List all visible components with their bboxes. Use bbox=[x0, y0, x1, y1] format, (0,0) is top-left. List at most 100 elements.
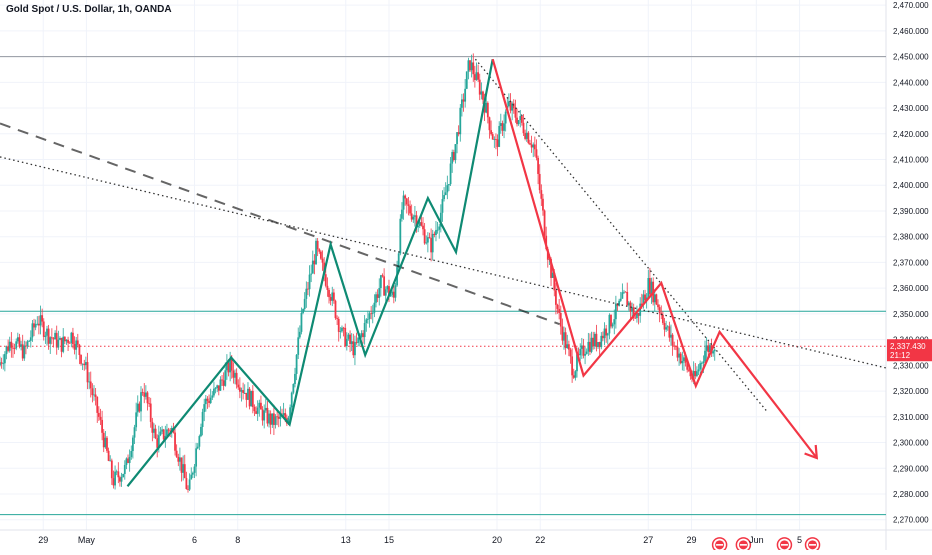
candle-body bbox=[469, 60, 471, 71]
candle-body bbox=[592, 337, 595, 347]
y-tick-label: 2,290.000 bbox=[893, 464, 929, 473]
candle-body bbox=[407, 204, 410, 206]
candle-body bbox=[550, 259, 552, 278]
candle-body bbox=[540, 190, 543, 199]
candle-body bbox=[349, 334, 351, 344]
candle-body bbox=[16, 337, 19, 342]
candle-body bbox=[99, 416, 102, 420]
x-tick-label: Jun bbox=[749, 535, 764, 545]
candle-body bbox=[101, 419, 104, 433]
candle-body bbox=[504, 111, 507, 124]
candle-body bbox=[689, 370, 692, 377]
candle-body bbox=[54, 332, 57, 340]
candle-body bbox=[618, 300, 621, 306]
candle-body bbox=[495, 139, 497, 140]
candle-body bbox=[663, 322, 666, 330]
candle-body bbox=[461, 99, 463, 108]
candle-body bbox=[585, 351, 588, 354]
y-tick-label: 2,420.000 bbox=[893, 130, 929, 139]
candle-body bbox=[561, 326, 564, 341]
candle-body bbox=[665, 327, 668, 330]
candle-body bbox=[619, 298, 622, 301]
candle-body bbox=[376, 294, 379, 298]
candle-body bbox=[388, 286, 390, 297]
candle-body bbox=[229, 358, 232, 373]
candle-body bbox=[222, 380, 225, 386]
candle-body bbox=[221, 379, 223, 381]
candle-body bbox=[522, 122, 525, 134]
candle-body bbox=[449, 163, 452, 185]
event-marker-stripe bbox=[739, 544, 747, 546]
candle-body bbox=[593, 333, 596, 347]
candle-body bbox=[668, 326, 671, 338]
candle-body bbox=[331, 292, 334, 301]
candle-body bbox=[46, 328, 48, 336]
candle-body bbox=[195, 448, 198, 467]
candle-body bbox=[344, 327, 347, 347]
candle-body bbox=[185, 478, 188, 490]
candle-body bbox=[637, 312, 640, 316]
candle-body bbox=[313, 260, 316, 265]
candle-body bbox=[681, 360, 684, 364]
candle-body bbox=[590, 337, 593, 352]
candle-body bbox=[462, 99, 465, 102]
candle-body bbox=[226, 362, 228, 371]
candle-body bbox=[243, 392, 246, 394]
candle-body bbox=[410, 213, 413, 220]
candle-body bbox=[707, 345, 710, 353]
candle-body bbox=[352, 341, 355, 356]
x-tick-label: 29 bbox=[687, 535, 697, 545]
candle-body bbox=[157, 435, 160, 448]
candle-body bbox=[25, 345, 27, 347]
candle-body bbox=[253, 407, 256, 412]
y-tick-label: 2,360.000 bbox=[893, 284, 929, 293]
candle-body bbox=[608, 314, 611, 334]
candle-body bbox=[342, 327, 345, 329]
candle-body bbox=[687, 369, 690, 371]
candle-body bbox=[78, 344, 81, 356]
candle-body bbox=[431, 233, 434, 253]
candle-body bbox=[320, 251, 322, 259]
candle-body bbox=[527, 132, 530, 144]
candle-body bbox=[473, 74, 476, 80]
candle-body bbox=[420, 222, 423, 226]
candle-body bbox=[151, 421, 154, 433]
candle-body bbox=[392, 291, 395, 298]
zigzag-path bbox=[491, 58, 818, 459]
candle-body bbox=[579, 348, 582, 356]
candle-body bbox=[538, 173, 541, 191]
candle-body bbox=[542, 198, 544, 211]
candle-body bbox=[700, 363, 703, 364]
candle-body bbox=[277, 416, 280, 419]
candle-body bbox=[394, 285, 397, 298]
candle-body bbox=[543, 210, 546, 236]
candle-body bbox=[355, 342, 358, 343]
candle-body bbox=[50, 337, 53, 339]
candle-body bbox=[20, 344, 22, 347]
candle-body bbox=[611, 324, 614, 327]
candle-body bbox=[33, 323, 35, 328]
candle-body bbox=[240, 390, 243, 392]
candle-body bbox=[26, 341, 29, 347]
candle-body bbox=[658, 307, 661, 313]
candle-body bbox=[255, 411, 257, 414]
candle-body bbox=[287, 417, 290, 424]
candle-body bbox=[379, 275, 382, 289]
candle-body bbox=[15, 341, 18, 349]
candle-body bbox=[614, 303, 617, 320]
candle-body bbox=[501, 123, 504, 131]
candle-body bbox=[266, 407, 269, 424]
candle-body bbox=[653, 294, 656, 303]
candle-body bbox=[211, 395, 214, 398]
candle-body bbox=[106, 437, 108, 451]
candle-body bbox=[384, 289, 387, 296]
chart-title: Gold Spot / U.S. Dollar, 1h, OANDA bbox=[6, 4, 172, 15]
candle-body bbox=[574, 371, 577, 378]
candle-body bbox=[117, 471, 120, 478]
candle-body bbox=[655, 294, 658, 305]
candle-body bbox=[610, 314, 612, 327]
candle-body bbox=[478, 79, 481, 95]
candle-body bbox=[362, 333, 364, 338]
